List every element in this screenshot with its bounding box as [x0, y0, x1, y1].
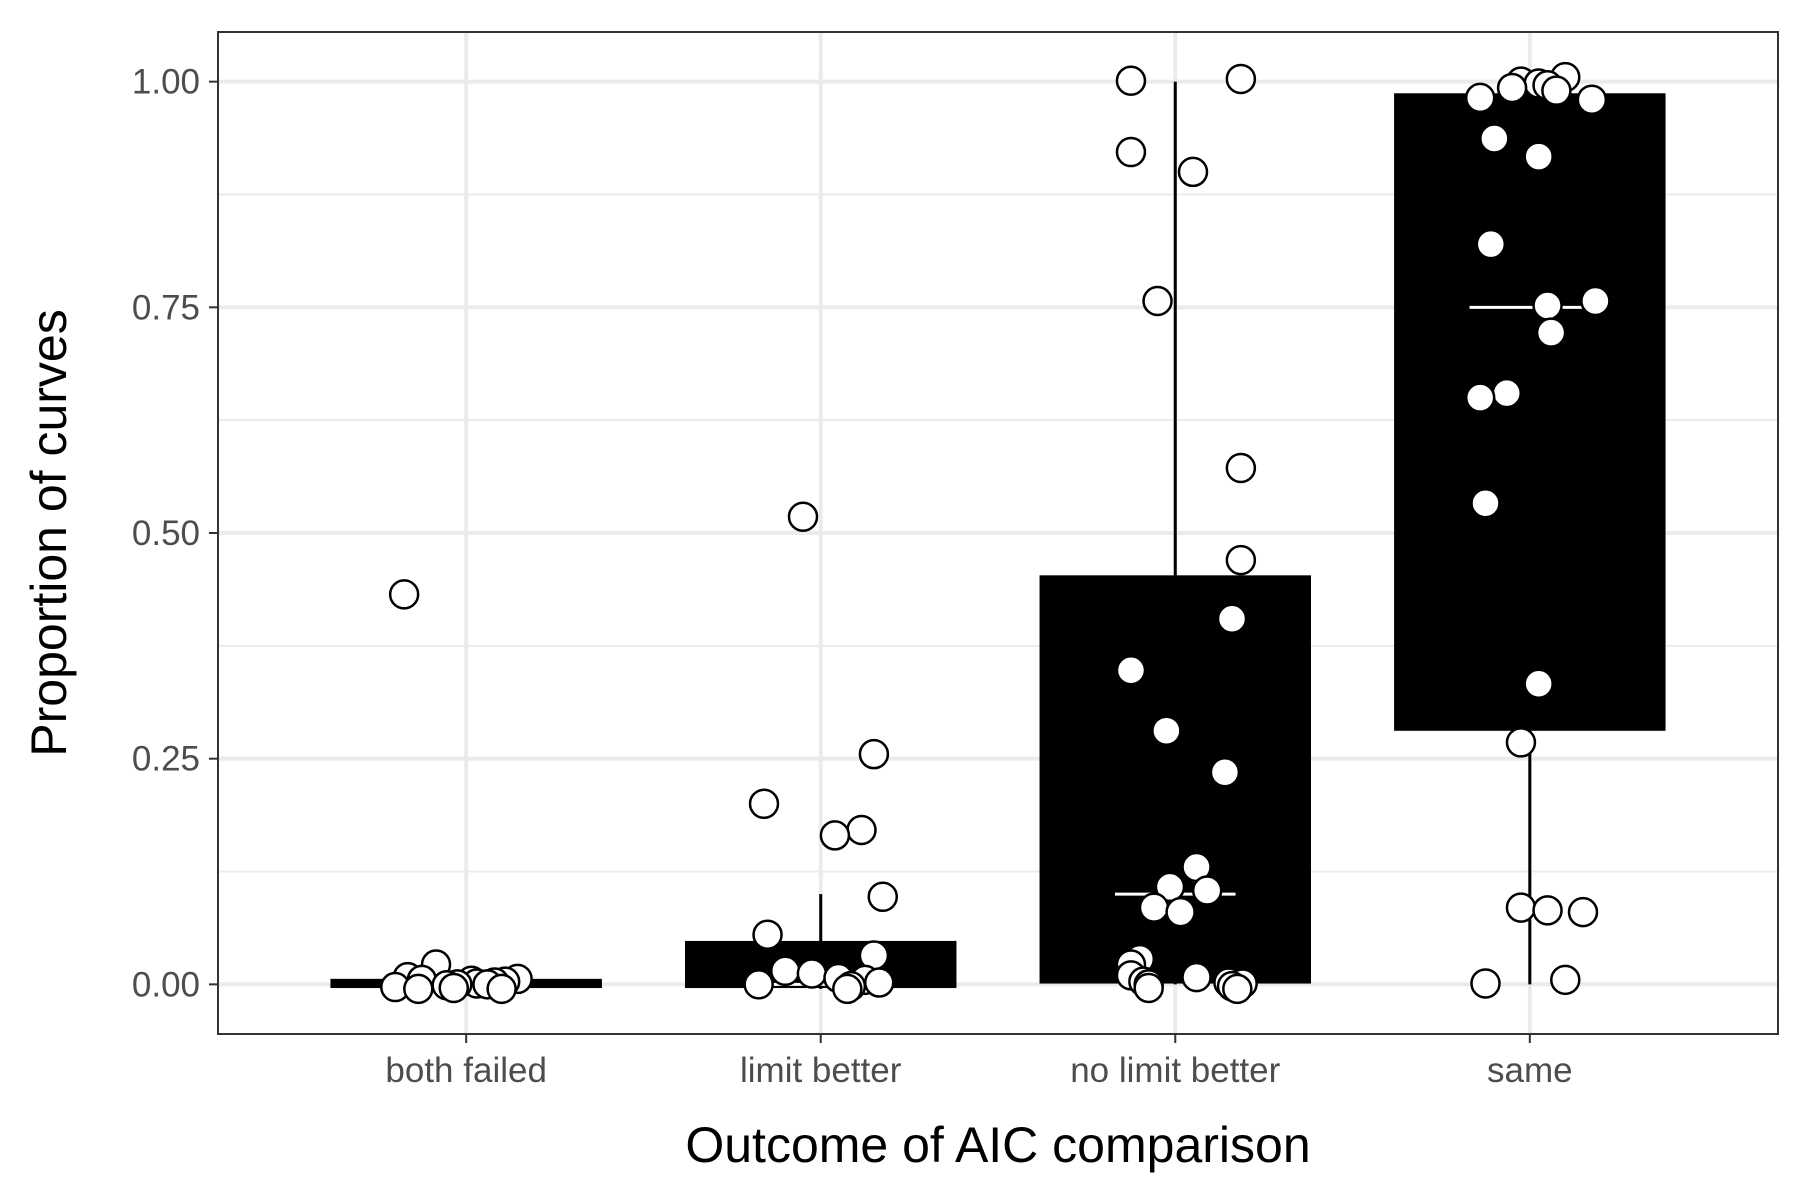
data-point — [1464, 82, 1496, 114]
data-point — [1133, 972, 1164, 1004]
data-point — [1541, 75, 1572, 106]
data-point — [1181, 961, 1212, 993]
data-point — [1115, 136, 1147, 168]
box-body — [685, 940, 957, 989]
data-point — [1138, 892, 1170, 923]
data-point — [1165, 896, 1196, 928]
data-point — [796, 958, 828, 989]
data-point — [1222, 973, 1253, 1005]
y-tick-label: 0.50 — [132, 514, 200, 553]
data-point — [1580, 285, 1611, 317]
data-point — [748, 788, 780, 820]
data-point — [1505, 892, 1537, 923]
data-point — [867, 881, 899, 913]
data-point — [438, 972, 470, 1004]
data-point — [1505, 727, 1537, 758]
data-point — [1216, 603, 1248, 635]
data-point — [858, 738, 890, 770]
data-point — [1225, 63, 1257, 95]
x-tick-label: limit better — [740, 1051, 902, 1090]
data-point — [1177, 156, 1209, 188]
data-point — [1470, 487, 1501, 519]
data-point — [1209, 756, 1241, 788]
x-axis-title: Outcome of AIC comparison — [685, 1117, 1310, 1173]
box-body — [1394, 93, 1666, 731]
data-point — [1532, 895, 1563, 926]
data-point — [1475, 228, 1507, 260]
data-point — [1154, 871, 1186, 903]
x-tick-label: no limit better — [1070, 1051, 1280, 1090]
data-point — [1225, 452, 1257, 484]
data-point — [486, 973, 517, 1005]
data-point — [1535, 317, 1567, 348]
data-point — [1496, 72, 1528, 104]
data-point — [752, 919, 783, 950]
point-layer — [380, 61, 1611, 1005]
data-point — [1115, 65, 1147, 96]
data-point — [1523, 141, 1554, 172]
data-point — [1532, 290, 1563, 321]
data-point — [1142, 285, 1173, 317]
data-point — [863, 967, 895, 998]
data-point — [1470, 968, 1501, 999]
x-tick-label: same — [1487, 1051, 1573, 1090]
data-point — [743, 969, 774, 1000]
data-point — [1191, 875, 1223, 906]
data-point — [1225, 544, 1257, 576]
data-point — [1464, 382, 1496, 413]
data-point — [846, 814, 877, 846]
data-point — [832, 973, 863, 1005]
data-point — [1576, 84, 1608, 115]
data-point — [1491, 377, 1523, 409]
data-point — [1523, 668, 1554, 700]
data-point — [770, 955, 801, 987]
x-tick-label: both failed — [385, 1051, 547, 1090]
y-tick-label: 1.00 — [132, 63, 200, 102]
data-point — [819, 820, 851, 851]
data-point — [388, 579, 420, 610]
data-point — [1550, 964, 1581, 996]
data-point — [1479, 123, 1510, 154]
axis-layer: 0.00 0.25 0.50 0.75 1.00 both failed limit bet… — [132, 63, 1573, 1090]
data-point — [1115, 654, 1147, 686]
y-tick-label: 0.75 — [132, 288, 200, 327]
y-axis-title: Proportion of curves — [21, 309, 77, 756]
data-point — [787, 501, 819, 533]
data-point — [1151, 715, 1182, 746]
y-tick-label: 0.00 — [132, 965, 200, 1004]
data-point — [1567, 896, 1599, 928]
y-tick-label: 0.25 — [132, 740, 200, 779]
data-point — [403, 973, 434, 1005]
